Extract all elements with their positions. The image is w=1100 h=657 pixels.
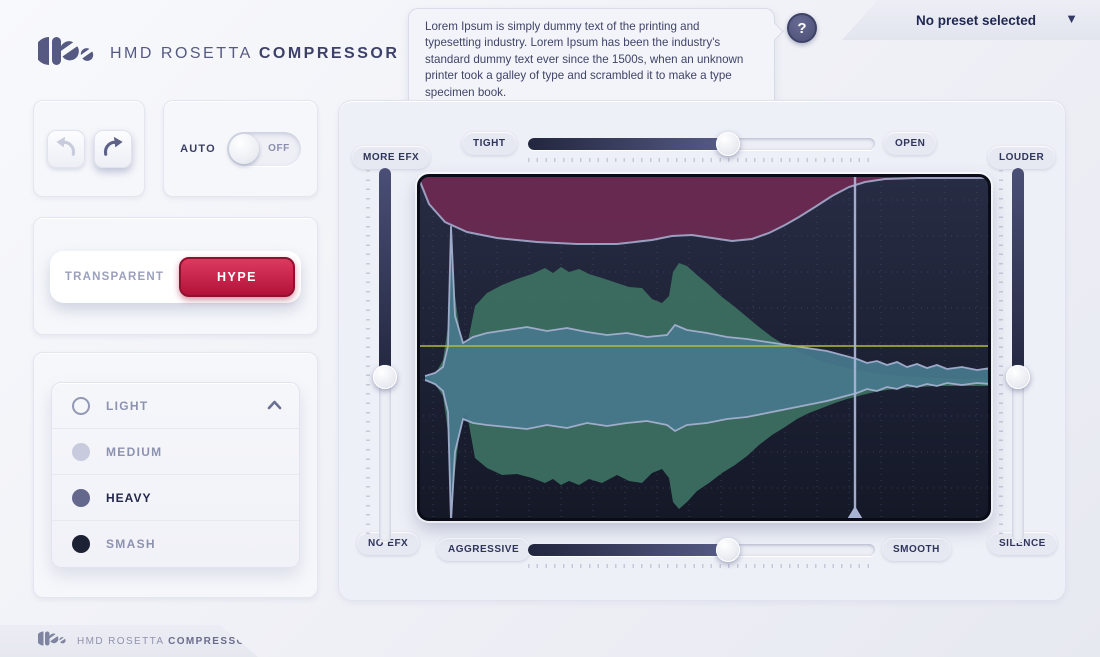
slider-ticks bbox=[528, 564, 875, 568]
help-button[interactable]: ? bbox=[787, 13, 817, 43]
character-segmented-control: TRANSPARENT HYPE bbox=[50, 251, 301, 303]
character-card: TRANSPARENT HYPE bbox=[33, 217, 318, 335]
slider-ticks bbox=[528, 158, 875, 162]
intensity-card: LIGHT MEDIUM HEAVY SMASH bbox=[33, 352, 318, 598]
slider-ticks bbox=[999, 170, 1003, 540]
undo-button[interactable] bbox=[46, 129, 85, 168]
toggle-state-label: OFF bbox=[268, 142, 290, 154]
logo-icon bbox=[36, 631, 67, 651]
aggressive-label: AGGRESSIVE bbox=[437, 538, 531, 561]
slider-track[interactable] bbox=[528, 138, 875, 150]
slider-knob[interactable] bbox=[715, 538, 740, 562]
intensity-option-heavy[interactable]: HEAVY bbox=[52, 475, 299, 521]
more-efx-label: MORE EFX bbox=[352, 146, 431, 169]
slider-fill bbox=[528, 138, 728, 150]
app-logo: HMD ROSETTA COMPRESSOR bbox=[35, 36, 400, 71]
slider-fill bbox=[528, 544, 728, 556]
no-efx-label: NO EFX bbox=[357, 532, 420, 555]
tooltip-arrow bbox=[765, 22, 784, 41]
footer-title: HMD ROSETTA COMPRESSOR bbox=[77, 635, 255, 647]
auto-card: AUTO OFF bbox=[163, 100, 318, 197]
output-slider[interactable] bbox=[1006, 168, 1030, 542]
slider-knob[interactable] bbox=[373, 365, 397, 390]
history-card bbox=[33, 100, 145, 197]
radio-swatch bbox=[72, 488, 90, 507]
intensity-list: LIGHT MEDIUM HEAVY SMASH bbox=[51, 382, 300, 568]
logo-icon bbox=[35, 36, 96, 71]
slider-fill bbox=[1012, 168, 1024, 378]
footer-brand-bar: HMD ROSETTA COMPRESSOR bbox=[0, 625, 258, 657]
hype-option[interactable]: HYPE bbox=[179, 257, 295, 297]
chevron-up-icon[interactable] bbox=[266, 398, 283, 416]
help-tooltip-text: Lorem Ipsum is simply dummy text of the … bbox=[425, 20, 744, 99]
question-mark-icon: ? bbox=[797, 19, 807, 37]
slider-ticks bbox=[366, 170, 370, 540]
undo-arrow-icon bbox=[54, 135, 78, 162]
toggle-knob[interactable] bbox=[228, 133, 259, 164]
slider-knob[interactable] bbox=[1006, 365, 1030, 390]
preset-selector[interactable]: No preset selected ▼ bbox=[842, 0, 1100, 40]
slider-knob[interactable] bbox=[715, 132, 740, 156]
louder-label: LOUDER bbox=[988, 146, 1056, 169]
help-tooltip: Lorem Ipsum is simply dummy text of the … bbox=[408, 8, 784, 114]
preset-label: No preset selected bbox=[915, 12, 1037, 28]
radio-swatch bbox=[72, 396, 90, 415]
smooth-label: SMOOTH bbox=[882, 538, 951, 561]
tight-label: TIGHT bbox=[462, 132, 517, 155]
auto-toggle[interactable]: OFF bbox=[226, 131, 301, 166]
waveform-display bbox=[417, 174, 991, 521]
release-slider[interactable] bbox=[528, 538, 875, 562]
radio-swatch bbox=[72, 442, 90, 461]
intensity-option-smash[interactable]: SMASH bbox=[52, 521, 299, 567]
attack-slider[interactable] bbox=[528, 132, 875, 156]
slider-track[interactable] bbox=[379, 168, 391, 542]
slider-fill bbox=[379, 168, 391, 378]
radio-swatch bbox=[72, 535, 90, 553]
app-title: HMD ROSETTA COMPRESSOR bbox=[110, 44, 400, 62]
transparent-option[interactable]: TRANSPARENT bbox=[64, 271, 165, 283]
slider-track[interactable] bbox=[528, 544, 875, 556]
waveform-svg bbox=[420, 177, 988, 518]
intensity-option-light[interactable]: LIGHT bbox=[52, 383, 299, 429]
auto-label: AUTO bbox=[180, 142, 216, 155]
redo-arrow-icon bbox=[101, 135, 125, 162]
silence-label: SILENCE bbox=[988, 532, 1057, 555]
efx-slider[interactable] bbox=[373, 168, 397, 542]
slider-track[interactable] bbox=[1012, 168, 1024, 542]
chevron-down-icon: ▼ bbox=[1065, 11, 1078, 26]
redo-button[interactable] bbox=[93, 129, 132, 168]
intensity-option-medium[interactable]: MEDIUM bbox=[52, 429, 299, 475]
open-label: OPEN bbox=[884, 132, 937, 155]
